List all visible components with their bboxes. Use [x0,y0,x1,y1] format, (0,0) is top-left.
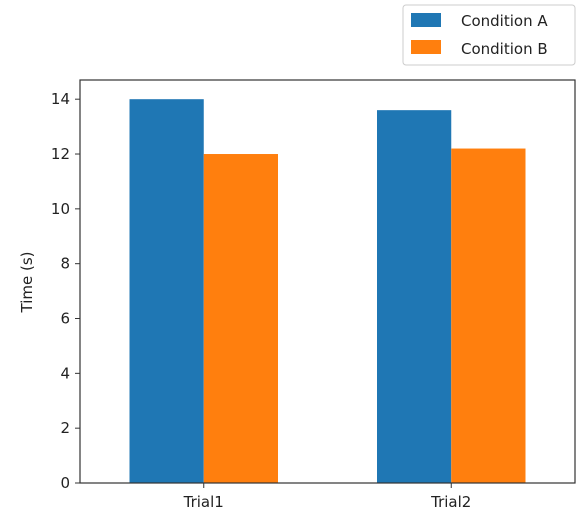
legend-label-condition-a: Condition A [461,12,548,30]
x-tick-label: Trial1 [183,493,224,511]
y-tick-label: 10 [51,200,70,218]
y-tick-label: 14 [51,90,70,108]
legend-swatch-condition-b [411,40,441,54]
bar-condition-a-trial2 [377,110,452,483]
y-axis-label: Time (s) [18,252,36,314]
x-tick-label: Trial2 [430,493,471,511]
bar-condition-b-trial1 [203,154,278,484]
legend-swatch-condition-a [411,13,441,27]
plot-frame [79,79,576,484]
y-tick-label: 0 [60,474,70,492]
y-tick-label: 4 [60,364,70,382]
y-tick-label: 2 [60,419,70,437]
legend: Condition A Condition B [402,4,576,66]
bar-condition-a-trial1 [129,99,204,483]
legend-label-condition-b: Condition B [461,40,548,58]
y-tick-label: 8 [60,255,70,273]
y-tick-label: 12 [51,145,70,163]
y-tick-label: 6 [60,310,70,328]
legend-frame [402,4,576,66]
bar-condition-b-trial2 [451,148,526,483]
